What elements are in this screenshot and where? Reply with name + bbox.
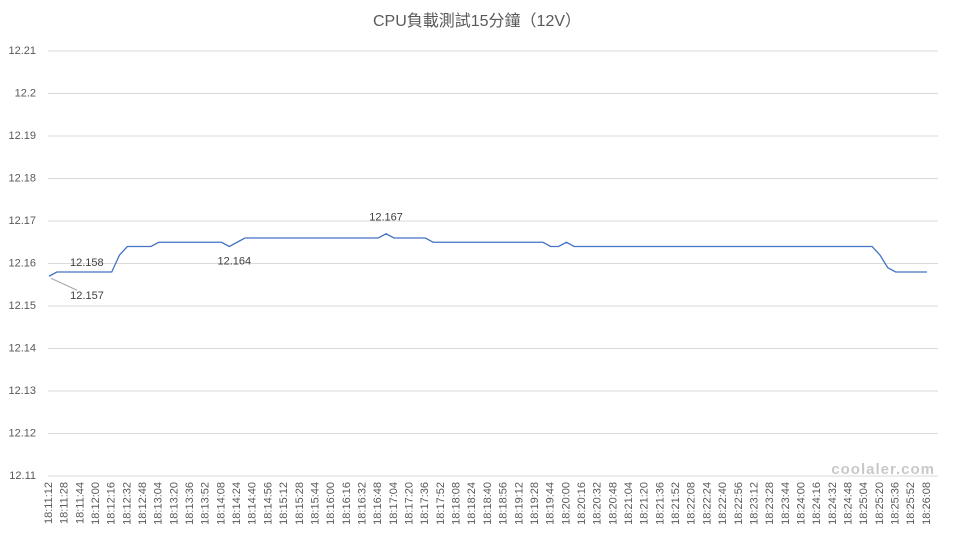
x-tick-label: 18:18:40 [482,482,494,525]
x-tick-label: 18:21:52 [670,482,682,525]
x-tick-label: 18:12:16 [106,482,118,525]
x-tick-label: 18:16:48 [372,482,384,525]
data-label: 12.167 [369,212,403,224]
x-tick-label: 18:14:56 [262,482,274,525]
x-tick-label: 18:22:56 [733,482,745,525]
x-tick-label: 18:22:08 [686,482,698,525]
x-tick-label: 18:18:24 [466,482,478,525]
x-tick-label: 18:14:08 [215,482,227,525]
x-tick-label: 18:19:12 [513,482,525,525]
y-tick-label: 12.17 [8,215,36,227]
x-tick-label: 18:15:44 [309,482,321,525]
x-tick-label: 18:11:28 [59,482,71,524]
x-tick-label: 18:21:36 [654,482,666,525]
x-tick-label: 18:14:24 [231,482,243,525]
data-label: 12.157 [70,290,104,302]
x-tick-label: 18:13:36 [184,482,196,525]
x-tick-label: 18:11:44 [74,482,86,524]
x-tick-label: 18:25:20 [874,482,886,525]
x-tick-label: 18:18:08 [451,482,463,525]
x-tick-label: 18:11:12 [43,482,55,524]
x-tick-label: 18:13:04 [153,482,165,525]
data-label: 12.164 [217,255,251,267]
watermark: coolaler.com [831,461,935,478]
x-tick-label: 18:21:04 [623,482,635,525]
x-tick-label: 18:24:00 [795,482,807,525]
x-tick-label: 18:15:28 [294,482,306,525]
x-tick-label: 18:22:24 [701,482,713,525]
x-tick-label: 18:23:44 [780,482,792,525]
y-tick-label: 12.19 [8,130,36,142]
x-tick-label: 18:25:52 [905,482,917,525]
x-tick-label: 18:26:08 [921,482,933,525]
x-tick-label: 18:21:20 [639,482,651,525]
y-tick-label: 12.12 [8,427,36,439]
x-tick-label: 18:12:00 [90,482,102,525]
x-tick-label: 18:23:28 [764,482,776,525]
chart-title: CPU負載測試15分鐘（12V） [373,12,581,30]
x-tick-label: 18:17:04 [388,482,400,525]
y-tick-label: 12.2 [15,87,36,99]
x-tick-label: 18:12:32 [121,482,133,525]
y-tick-label: 12.15 [8,300,36,312]
x-tick-label: 18:19:44 [545,482,557,525]
data-line [48,233,927,277]
x-tick-label: 18:24:32 [827,482,839,525]
y-tick-label: 12.11 [9,470,36,482]
x-tick-label: 18:15:12 [278,482,290,525]
x-tick-label: 18:14:40 [247,482,259,525]
x-tick-label: 18:18:56 [498,482,510,525]
x-tick-label: 18:16:32 [356,482,368,525]
x-tick-label: 18:17:36 [419,482,431,525]
y-tick-label: 12.14 [8,342,36,354]
leader-line [50,277,78,291]
x-tick-label: 18:20:16 [576,482,588,525]
x-tick-label: 18:22:40 [717,482,729,525]
y-tick-label: 12.18 [8,172,36,184]
x-tick-label: 18:20:00 [560,482,572,525]
x-tick-label: 18:12:48 [137,482,149,525]
x-tick-label: 18:24:16 [811,482,823,525]
y-tick-label: 12.13 [8,385,36,397]
x-tick-label: 18:13:20 [168,482,180,525]
y-tick-label: 12.16 [8,257,36,269]
data-label: 12.158 [70,257,104,269]
x-tick-label: 18:24:48 [843,482,855,525]
x-tick-label: 18:16:16 [341,482,353,525]
x-tick-label: 18:25:36 [890,482,902,525]
x-tick-label: 18:20:32 [592,482,604,525]
x-tick-label: 18:13:52 [200,482,212,525]
x-tick-label: 18:25:04 [858,482,870,525]
y-tick-label: 12.21 [8,45,36,57]
x-tick-label: 18:17:20 [404,482,416,525]
x-tick-label: 18:23:12 [748,482,760,525]
x-tick-label: 18:16:00 [325,482,337,525]
x-tick-label: 18:17:52 [435,482,447,525]
x-tick-label: 18:19:28 [529,482,541,525]
x-tick-label: 18:20:48 [607,482,619,525]
